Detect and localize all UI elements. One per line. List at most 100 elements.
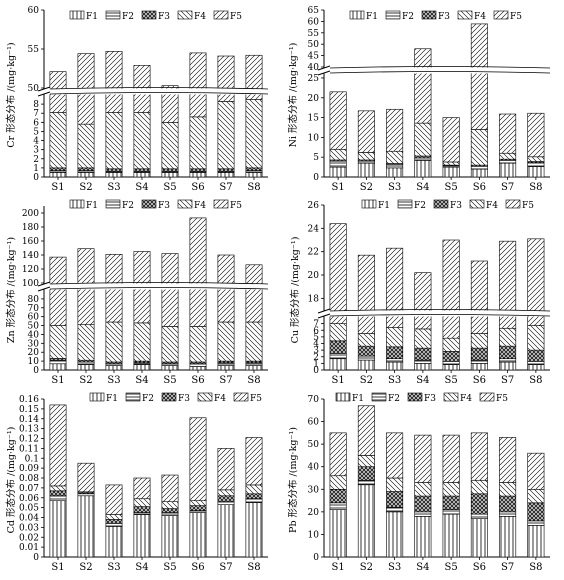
bar-Cr-S4-F1 <box>133 172 151 178</box>
bar-Cu-S8-F2 <box>527 361 545 366</box>
x-tick-label: S8 <box>247 562 260 573</box>
x-tick-label: S6 <box>191 375 204 386</box>
y-tick-label: 0.05 <box>19 504 39 514</box>
y-tick-label: 26 <box>308 201 320 211</box>
bar-Pb-S5-F3 <box>442 495 460 510</box>
bar-Zn-S1-F2 <box>49 359 67 365</box>
y-tick-label: 0 <box>33 553 39 563</box>
bar-Ni-S4-F2 <box>414 157 432 161</box>
bar-Ni-S6-F4 <box>470 129 488 166</box>
bar-Pb-S4-F5 <box>414 434 432 483</box>
x-tick-label: S4 <box>416 182 429 193</box>
bar-Cd-S5-F3 <box>161 508 179 513</box>
x-tick-label: S6 <box>473 182 486 193</box>
axis-break-mark <box>317 313 331 319</box>
axis-break-mark <box>37 281 51 287</box>
bar-Ni-S1-F5 <box>329 91 347 150</box>
y-tick-label: 2 <box>313 353 319 363</box>
bar-Pb-S6-F5 <box>470 432 488 481</box>
x-tick-label: S5 <box>163 375 176 386</box>
bar-Pb-S7-F3 <box>499 495 517 513</box>
legend-label-F4: F4 <box>214 394 226 404</box>
bar-Pb-S8-F3 <box>527 502 545 522</box>
bar-Cr-S6-F5 <box>189 52 207 118</box>
bar-Zn-S7-F2 <box>217 362 235 366</box>
bar-Ni-S4-F5 <box>414 48 432 124</box>
bar-Cu-S8-F4 <box>527 325 545 351</box>
legend-swatch-F5 <box>233 392 249 402</box>
bar-Cu-S7-F5 <box>499 240 517 329</box>
axis-break-wave <box>49 287 269 290</box>
y-tick-label: 65 <box>308 6 320 16</box>
bar-Cd-S8-F5 <box>245 437 263 486</box>
bar-Ni-S3-F4 <box>386 150 404 164</box>
x-tick-label: S8 <box>247 375 260 386</box>
y-tick-label: 60 <box>28 313 40 323</box>
y-tick-label: 140 <box>22 251 39 261</box>
bar-Pb-S1-F1 <box>329 509 347 558</box>
bar-Ni-S7-F4 <box>499 152 517 160</box>
legend-label-F2: F2 <box>142 394 154 404</box>
y-tick-label: 1 <box>33 164 39 174</box>
bar-Zn-S7-F1 <box>217 365 235 371</box>
y-tick-label: 0.08 <box>19 474 39 484</box>
axis-break-mark <box>37 86 51 92</box>
x-tick-label: S7 <box>219 562 232 573</box>
x-tick-label: S7 <box>501 562 514 573</box>
bar-Cr-S8-F1 <box>245 172 263 178</box>
bar-Cr-S1-F1 <box>49 172 67 178</box>
bar-Cr-S2-F3 <box>77 167 95 171</box>
legend-swatch-F2 <box>397 199 413 209</box>
x-tick-label: S2 <box>79 182 92 193</box>
x-tick-label: S1 <box>51 182 64 193</box>
axis-break-wave <box>329 71 551 74</box>
bar-Cu-S6-F3 <box>470 347 488 361</box>
bar-Zn-S3-F4 <box>105 321 123 363</box>
bar-Pb-S5-F4 <box>442 482 460 497</box>
x-tick-label: S8 <box>529 375 542 386</box>
bar-Cr-S4-F3 <box>133 168 151 172</box>
axis-break-mark <box>317 65 331 71</box>
bar-Cu-S5-F3 <box>442 351 460 362</box>
legend-label-F4: F4 <box>194 12 206 22</box>
y-tick-label: 0.04 <box>19 514 39 524</box>
y-tick-label: 0.14 <box>19 415 39 425</box>
bar-Cu-S2-F5 <box>357 254 375 334</box>
bar-Cd-S6-F3 <box>189 505 207 511</box>
axis-break-mark <box>37 91 51 97</box>
y-tick-label: 0 <box>313 366 319 376</box>
y-tick-label: 70 <box>308 395 320 405</box>
y-tick-label: 22 <box>308 248 319 258</box>
x-tick-label: S3 <box>388 182 401 193</box>
legend-swatch-F1 <box>335 392 351 402</box>
bar-Zn-S1-F4 <box>49 325 67 359</box>
bar-Cu-S6-F1 <box>470 363 488 371</box>
legend-label-F2: F2 <box>388 394 400 404</box>
bar-Ni-S3-F1 <box>386 167 404 178</box>
bar-Pb-S1-F5 <box>329 432 347 477</box>
bar-Cr-S7-F1 <box>217 172 235 178</box>
bar-Ni-S1-F1 <box>329 166 347 178</box>
bar-Cd-S8-F4 <box>245 484 263 495</box>
y-tick-label: 18 <box>308 294 320 304</box>
axis-break-gap <box>318 310 550 317</box>
bar-Cr-S3-F1 <box>105 172 123 178</box>
x-tick-label: S7 <box>219 182 232 193</box>
legend-label-F2: F2 <box>122 12 134 22</box>
bar-Cu-S2-F2 <box>357 355 375 361</box>
axis-break-gap <box>318 67 550 74</box>
legend-label-F5: F5 <box>496 394 508 404</box>
bar-Cd-S7-F2 <box>217 501 235 505</box>
y-tick-label: 50 <box>308 40 320 50</box>
bar-Cu-S4-F4 <box>414 328 432 349</box>
bar-Cu-S1-F2 <box>329 353 347 360</box>
bar-Cr-S5-F5 <box>161 85 179 123</box>
bar-Cr-S6-F1 <box>189 172 207 178</box>
bar-Ni-S4-F4 <box>414 122 432 157</box>
bar-Cd-S1-F1 <box>49 500 67 558</box>
bar-Ni-S2-F4 <box>357 152 375 161</box>
y-tick-label: 45 <box>308 52 320 62</box>
x-tick-label: S5 <box>163 182 176 193</box>
bar-Cd-S5-F1 <box>161 515 179 558</box>
